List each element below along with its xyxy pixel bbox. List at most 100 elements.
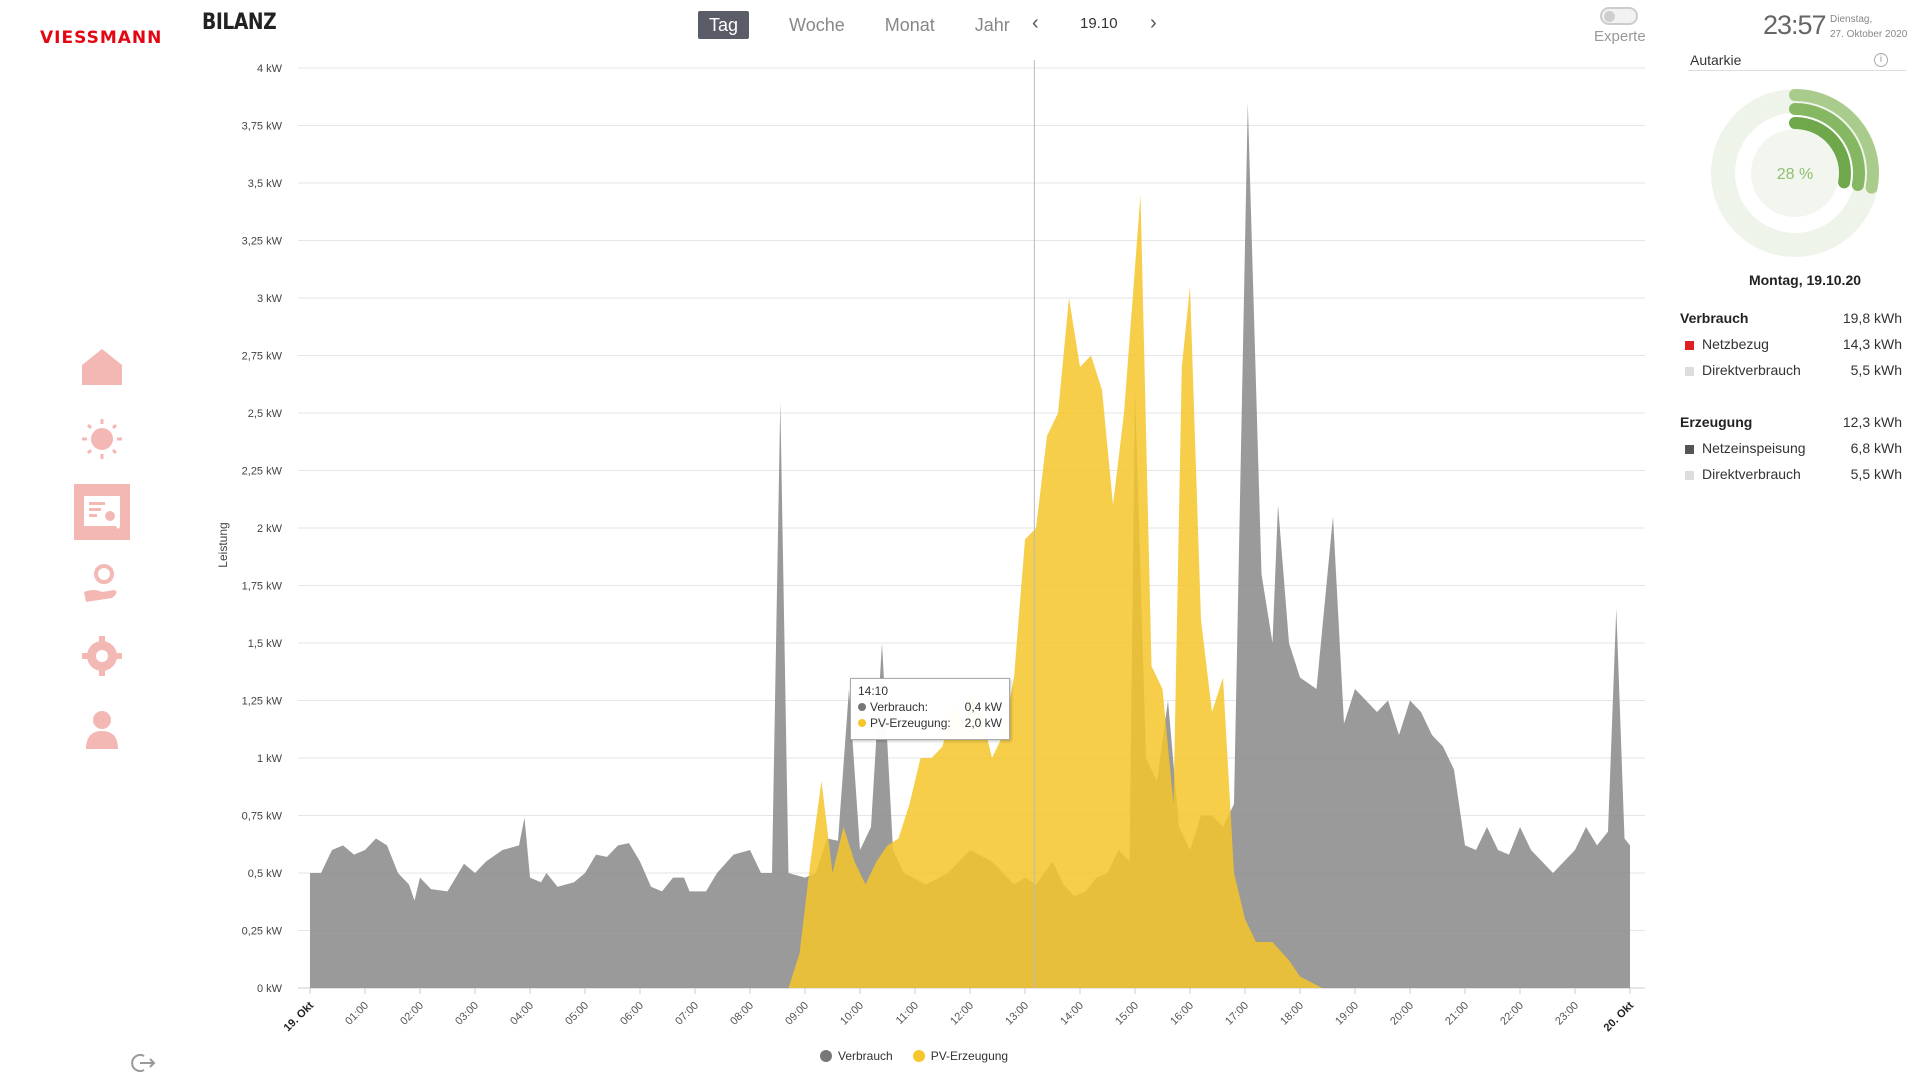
tab-tag[interactable]: Tag: [698, 11, 750, 39]
sidebar-item-profile[interactable]: [74, 701, 130, 757]
direct-consumption-row: Direktverbrauch 5,5 kWh: [1680, 357, 1902, 383]
y-tick-label: 0,25 kW: [242, 926, 283, 938]
tab-jahr[interactable]: Jahr: [974, 15, 1010, 35]
donut-arc-outer: [1789, 89, 1879, 194]
tooltip-row-pv: PV-Erzeugung: 2,0 kW: [858, 715, 1002, 731]
production-direct-label: Direktverbrauch: [1702, 466, 1801, 482]
tooltip-label: PV-Erzeugung:: [870, 716, 951, 730]
logo-wordmark: VIESSMANN: [40, 28, 161, 48]
y-tick-label: 3,25 kW: [242, 236, 283, 248]
tab-monat[interactable]: Monat: [884, 15, 935, 35]
x-tick-label: 14:00: [1058, 1000, 1086, 1028]
sidebar-item-solar[interactable]: [74, 411, 130, 467]
autarkie-percent: 28 %: [1777, 166, 1813, 183]
donut-arc-middle: [1789, 103, 1865, 191]
x-tick-label: 18:00: [1278, 1000, 1306, 1028]
x-tick-label: 13:00: [1003, 1000, 1031, 1028]
y-tick-label: 1,75 kW: [242, 581, 283, 593]
series-area-pv-erzeugung: [310, 194, 1630, 988]
production-title: Erzeugung: [1680, 414, 1753, 430]
current-date: 19.10: [1080, 15, 1118, 32]
x-tick-label: 01:00: [343, 1000, 371, 1028]
production-direct-row: Direktverbrauch 5,5 kWh: [1680, 461, 1902, 487]
grid-import-row: Netzbezug 14,3 kWh: [1680, 331, 1902, 357]
y-axis-ticks: 0 kW 0,25 kW 0,5 kW 0,75 kW 1 kW 1,25 kW 1,5 k…: [242, 63, 283, 995]
production-summary: Erzeugung 12,3 kWh Netzeinspeisung 6,8 k…: [1680, 409, 1902, 487]
tooltip-value: 2,0 kW: [964, 716, 1002, 730]
clock-weekday: Dienstag,: [1830, 14, 1873, 25]
x-tick-label: 03:00: [453, 1000, 481, 1028]
chart-areas: [310, 102, 1630, 988]
legend-label: PV-Erzeugung: [930, 1049, 1009, 1063]
expert-toggle[interactable]: [1600, 7, 1638, 25]
x-tick-label: 15:00: [1113, 1000, 1141, 1028]
power-chart: 0 kW 0,25 kW 0,5 kW 0,75 kW 1 kW 1,25 kW 1,5 k…: [216, 60, 1645, 1034]
x-tick-label: 02:00: [398, 1000, 426, 1028]
x-tick-label: 04:00: [508, 1000, 536, 1028]
series-area-verbrauch: [310, 102, 1630, 988]
sidebar-item-home[interactable]: [74, 339, 130, 395]
house-icon: [82, 349, 122, 385]
production-direct-color-icon: [1685, 470, 1694, 480]
autarkie-label: Autarkie: [1690, 52, 1742, 68]
direct-consumption-value: 5,5 kWh: [1850, 362, 1902, 378]
tab-woche[interactable]: Woche: [789, 15, 845, 35]
grid-import-label: Netzbezug: [1702, 336, 1769, 352]
legend-label: Verbrauch: [838, 1049, 893, 1063]
logout-button[interactable]: [130, 1052, 156, 1074]
y-tick-label: 2,25 kW: [242, 466, 283, 478]
info-icon[interactable]: i: [1874, 53, 1888, 67]
report-icon: [84, 496, 121, 529]
x-tick-label: 19:00: [1333, 1000, 1361, 1028]
clock-date: Dienstag, 27. Oktober 2020: [1830, 12, 1907, 42]
production-total-row: Erzeugung 12,3 kWh: [1680, 409, 1902, 435]
y-tick-label: 0 kW: [257, 983, 283, 995]
y-tick-label: 0,5 kW: [248, 868, 283, 880]
grid-import-color-icon: [1685, 340, 1694, 350]
tooltip-time: 14:10: [858, 684, 889, 698]
direct-consumption-label: Direktverbrauch: [1702, 362, 1801, 378]
grid-import-value: 14,3 kWh: [1842, 336, 1902, 352]
sun-icon: [82, 419, 122, 459]
x-tick-label: 16:00: [1168, 1000, 1196, 1028]
previous-date-button[interactable]: ‹: [1032, 12, 1039, 34]
x-tick-label: 07:00: [673, 1000, 701, 1028]
x-tick-label: 08:00: [728, 1000, 756, 1028]
x-tick-label: 22:00: [1498, 1000, 1526, 1028]
legend-item-consumption[interactable]: Verbrauch: [820, 1049, 893, 1063]
legend-item-pv[interactable]: PV-Erzeugung: [912, 1049, 1009, 1063]
sidebar-item-bilanz[interactable]: [74, 484, 130, 540]
tooltip-value: 0,4 kW: [964, 700, 1002, 714]
grid-feed-in-color-icon: [1685, 444, 1694, 454]
x-axis-ticks: 19. Okt 01:00 02:00 03:00 04:00 05:00 06:00 07:…: [282, 988, 1636, 1034]
y-tick-label: 2 kW: [257, 523, 283, 535]
sidebar-item-energy[interactable]: [74, 556, 130, 612]
tooltip-row-consumption: Verbrauch: 0,4 kW: [858, 699, 1002, 715]
x-tick-label: 19. Okt: [282, 999, 317, 1034]
tooltip-label: Verbrauch:: [870, 700, 929, 714]
x-tick-label: 17:00: [1223, 1000, 1251, 1028]
clock-date-long: 27. Oktober 2020: [1830, 29, 1908, 40]
y-tick-label: 2,75 kW: [242, 351, 283, 363]
chart-tooltip: 14:10 Verbrauch: 0,4 kW PV-Erzeugung: 2,…: [850, 678, 1010, 740]
donut-center-bg: [1751, 129, 1839, 217]
period-tabs: Tag Woche Monat Jahr: [698, 11, 1039, 39]
y-axis-label: Leistung: [216, 522, 230, 567]
page-title: BILANZ: [202, 10, 277, 35]
grid-feed-in-value: 6,8 kWh: [1850, 440, 1902, 456]
y-tick-label: 2,5 kW: [248, 408, 283, 420]
divider: [1688, 70, 1906, 71]
x-tick-label: 11:00: [894, 1000, 921, 1027]
consumption-title: Verbrauch: [1680, 310, 1749, 326]
autarkie-donut: 28 %: [1711, 89, 1879, 257]
y-tick-label: 1,5 kW: [248, 638, 283, 650]
x-tick-label: 20:00: [1388, 1000, 1416, 1028]
donut-arc-inner: [1789, 117, 1851, 189]
gear-icon: [82, 636, 122, 676]
x-tick-label: 23:00: [1553, 1000, 1581, 1028]
next-date-button[interactable]: ›: [1150, 12, 1157, 34]
x-tick-label: 10:00: [838, 1000, 866, 1028]
sidebar-item-settings[interactable]: [74, 628, 130, 684]
user-icon: [86, 711, 118, 749]
